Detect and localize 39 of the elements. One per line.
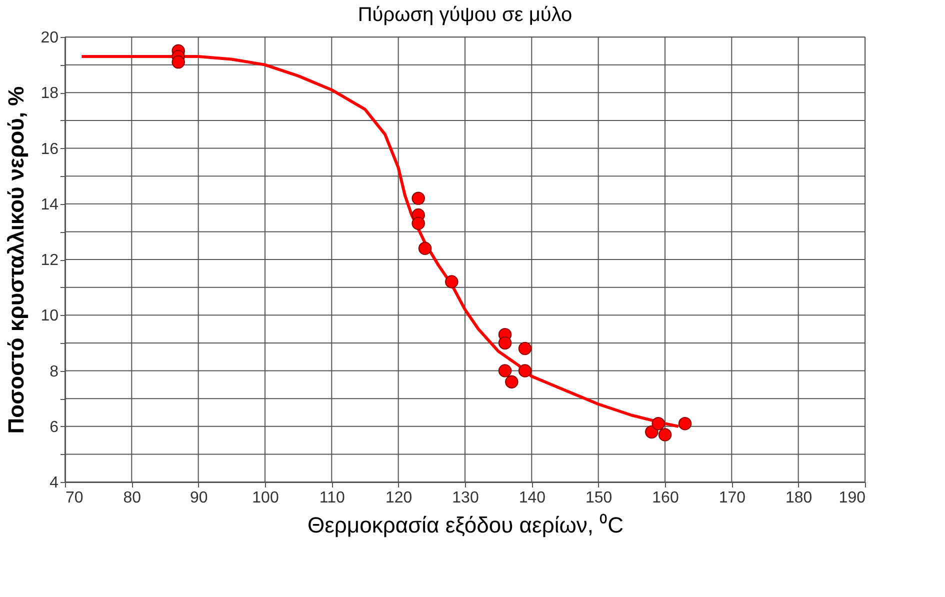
y-axis-title: Ποσοστό κρυσταλλικού νερού, % [4, 86, 29, 434]
chart-title: Πύρωση γύψου σε μύλο [358, 4, 572, 26]
x-tick-label: 110 [319, 490, 346, 506]
point [652, 416, 665, 430]
y-tick-label: 12 [40, 252, 59, 269]
point [678, 416, 692, 430]
x-tick-label: 100 [252, 490, 279, 506]
point [498, 364, 512, 378]
y-tick-label: 18 [40, 85, 59, 102]
x-tick-label: 120 [385, 490, 412, 506]
point [412, 216, 425, 230]
x-tick-label: 150 [585, 490, 612, 506]
x-tick-label: 190 [838, 490, 866, 506]
x-tick-label: 130 [452, 490, 479, 506]
y-tick-label: 4 [50, 474, 59, 492]
x-tick-label: 90 [190, 490, 208, 506]
y-tick-label: 14 [40, 196, 59, 214]
point [172, 55, 185, 69]
point [498, 336, 512, 350]
y-tick-label: 20 [40, 30, 59, 46]
x-tick-label: 80 [123, 490, 142, 506]
point [518, 364, 532, 378]
y-tick-label: 6 [50, 418, 59, 436]
point [658, 428, 672, 442]
x-tick-label: 180 [785, 490, 812, 506]
point [445, 275, 458, 288]
y-tick-label: 16 [40, 140, 59, 158]
point [412, 192, 425, 205]
x-tick-label: 70 [66, 490, 84, 506]
x-tick-label: 170 [718, 490, 746, 506]
point [518, 342, 532, 356]
point [505, 375, 518, 388]
x-axis-title: Θερμοκρασία εξόδου αερίων, ⁰C [307, 512, 624, 538]
point [418, 242, 432, 255]
point [645, 425, 658, 439]
y-tick-label: 10 [40, 308, 59, 325]
y-tick-label: 8 [50, 363, 59, 380]
x-tick-label: 160 [652, 490, 679, 506]
x-tick-label: 140 [518, 490, 546, 506]
